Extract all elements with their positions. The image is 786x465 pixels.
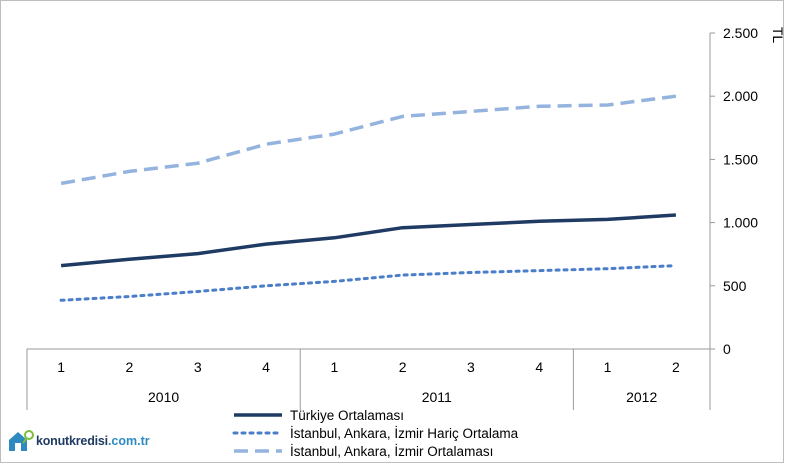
legend-label: İstanbul, Ankara, İzmir Hariç Ortalama: [290, 425, 519, 441]
x-tick-label: 2: [399, 359, 407, 375]
house-key-icon: [9, 430, 34, 451]
x-tick-label: 3: [194, 359, 202, 375]
y-tick-label: 0: [723, 341, 731, 357]
legend-label: Türkiye Ortalaması: [290, 407, 405, 423]
konutkredisi-logo: konutkredisi .com.tr: [6, 428, 150, 454]
x-tick-label: 4: [262, 359, 270, 375]
logo-text: konutkredisi: [36, 434, 108, 448]
y-tick-label: 1.000: [723, 215, 758, 231]
series-line-2: [59, 264, 678, 302]
x-tick-label: 2: [126, 359, 134, 375]
x-group-label: 2010: [148, 389, 179, 405]
series-line-1: [60, 213, 677, 268]
legend-swatch: [234, 413, 282, 417]
legend-swatch: [234, 449, 282, 453]
y-tick-label: 1.500: [723, 151, 758, 167]
y-tick-label: 2.000: [723, 88, 758, 104]
legend-label: İstanbul, Ankara, İzmir Ortalaması: [290, 443, 494, 459]
x-tick-label: 1: [330, 359, 338, 375]
legend-swatch: [232, 431, 284, 435]
axes: 0 500 1.000 1.500 2.000 2.500 TL 1 2 3 4 1 2 3 4 1 2 2010…: [26, 25, 786, 410]
series-layer: [59, 94, 678, 302]
x-tick-label: 4: [535, 359, 543, 375]
x-tick-label: 3: [467, 359, 475, 375]
y-tick-label: 2.500: [723, 25, 758, 41]
x-group-label: 2011: [422, 389, 452, 405]
y-unit-label: TL: [770, 27, 786, 44]
logo-accent: .com.tr: [107, 434, 150, 448]
x-tick-label: 2: [672, 359, 680, 375]
series-line-3: [60, 94, 677, 186]
legend: Türkiye Ortalaması İstanbul, Ankara, İzmi…: [232, 406, 632, 460]
legend-item: İstanbul, Ankara, İzmir Hariç Ortalama: [232, 424, 632, 442]
legend-item: İstanbul, Ankara, İzmir Ortalaması: [232, 442, 632, 460]
x-tick-label: 1: [57, 359, 65, 375]
legend-item: Türkiye Ortalaması: [232, 406, 632, 424]
x-tick-label: 1: [604, 359, 612, 375]
y-tick-label: 500: [723, 278, 747, 294]
x-group-label: 2012: [626, 389, 657, 405]
